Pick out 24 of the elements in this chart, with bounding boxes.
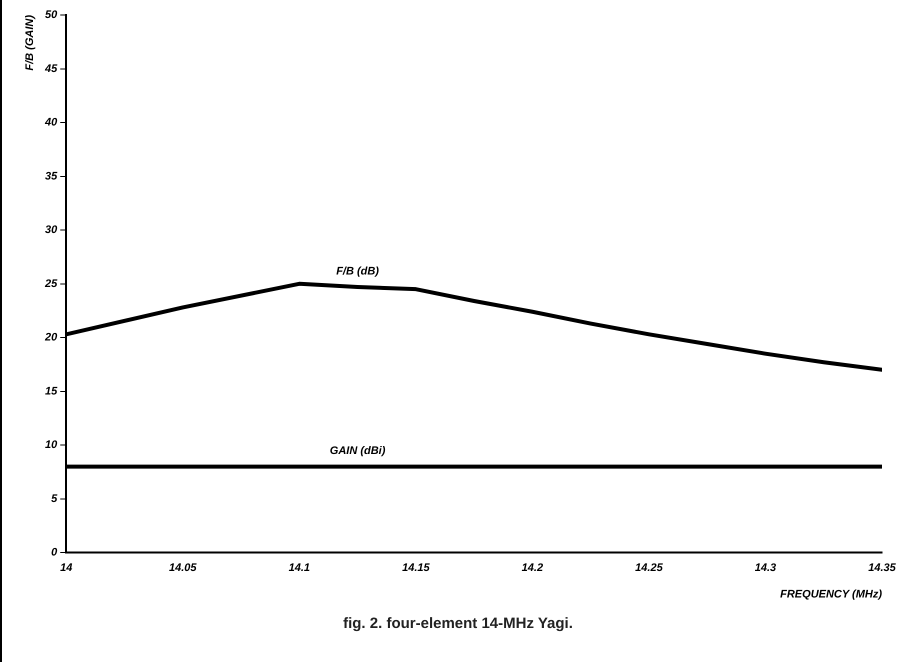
y-tick-label: 50 — [44, 9, 58, 22]
y-tick-label: 35 — [44, 170, 58, 182]
x-tick-label: 14.1 — [288, 562, 310, 574]
y-axis-title: F/B (GAIN) — [24, 14, 36, 71]
caption: fig. 2. four-element 14-MHz Yagi. — [342, 615, 574, 632]
y-tick-label: 30 — [44, 224, 58, 236]
x-axis-title: FREQUENCY (MHz) — [780, 588, 882, 600]
x-tick-label: 14.05 — [169, 562, 198, 574]
x-tick-label: 14.3 — [754, 562, 776, 574]
y-tick-label: 25 — [44, 278, 58, 290]
x-tick-label: 14.35 — [868, 562, 897, 574]
x-tick-label: 14 — [60, 562, 72, 574]
series-label: GAIN (dBi) — [330, 445, 386, 458]
x-tick-label: 14.2 — [522, 562, 544, 574]
y-tick-label: 0 — [51, 546, 58, 559]
y-tick-label: 20 — [44, 332, 58, 344]
x-tick-label: 14.15 — [402, 562, 430, 574]
y-tick-label: 40 — [44, 116, 58, 129]
y-tick-label: 10 — [44, 439, 58, 452]
x-tick-label: 14.25 — [635, 562, 664, 574]
y-tick-label: 15 — [44, 385, 58, 398]
y-tick-label: 5 — [51, 492, 58, 505]
series-label: F/B (dB) — [336, 266, 380, 278]
y-tick-label: 45 — [44, 62, 58, 75]
